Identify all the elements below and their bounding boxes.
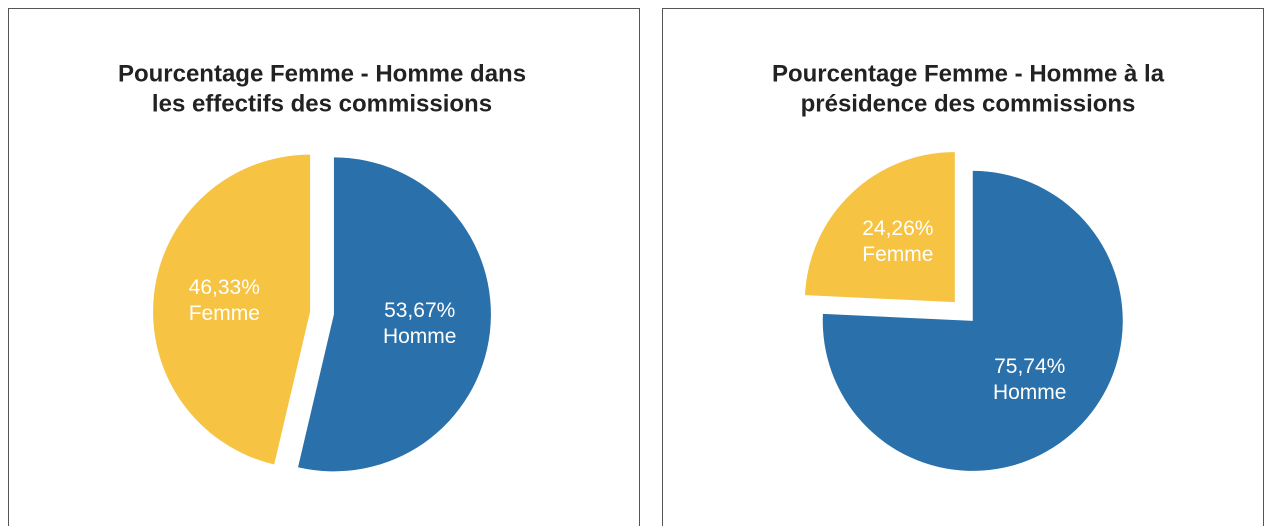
chart-title: présidence des commissions xyxy=(801,90,1136,117)
pie-slice xyxy=(153,154,311,465)
slice-category-label: Femme xyxy=(189,302,260,325)
pie-slice xyxy=(822,170,1123,471)
chart-title: Pourcentage Femme - Homme dans xyxy=(118,60,526,87)
slice-category-label: Homme xyxy=(993,381,1067,404)
slice-category-label: Homme xyxy=(383,325,457,348)
slice-value-label: 46,33% xyxy=(189,276,260,299)
pie-slice xyxy=(298,157,491,472)
slice-value-label: 24,26% xyxy=(862,217,933,240)
chart-title: les effectifs des commissions xyxy=(152,90,492,117)
pie-slice xyxy=(804,152,955,303)
slice-category-label: Femme xyxy=(862,243,933,266)
slice-value-label: 53,67% xyxy=(384,299,455,322)
chart-title: Pourcentage Femme - Homme à la xyxy=(772,60,1165,87)
slice-value-label: 75,74% xyxy=(994,355,1065,378)
